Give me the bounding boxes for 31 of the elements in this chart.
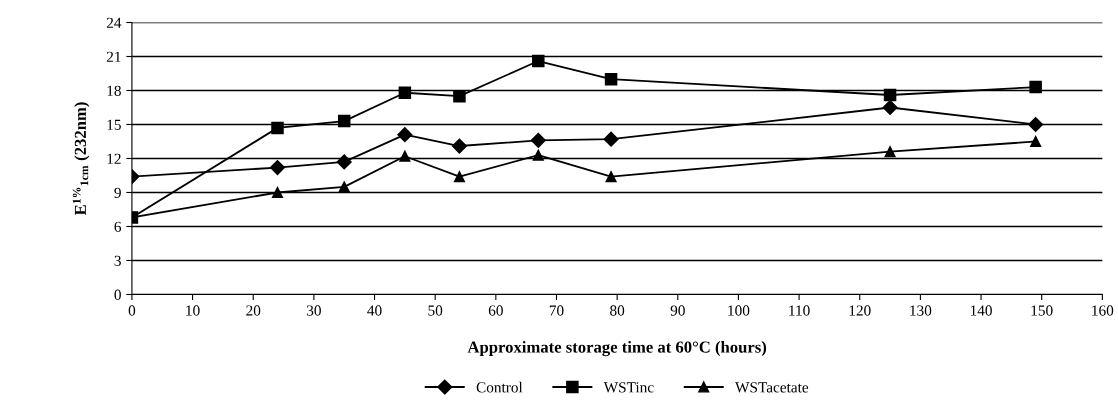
x-tick-label: 60 — [488, 305, 503, 316]
x-tick-label: 70 — [549, 305, 564, 316]
x-tick-label: 150 — [1031, 305, 1053, 316]
x-tick-label: 90 — [670, 305, 685, 316]
x-tick-label: 100 — [728, 305, 750, 316]
y-axis-title: E$^{1%}$$_{1cm}$ (232nm) — [72, 102, 90, 216]
y-tick-label: 15 — [107, 119, 121, 130]
x-axis-title: Approximate storage time at 60°C (hours) — [467, 340, 767, 357]
x-tick-label: 80 — [610, 305, 625, 316]
x-tick-label: 110 — [789, 305, 810, 316]
x-tick-label: 50 — [428, 305, 443, 316]
x-tick-label: 120 — [849, 305, 871, 316]
legend-label: Control — [476, 381, 523, 393]
x-tick-label: 40 — [367, 305, 382, 316]
x-tick-label: 140 — [970, 305, 992, 316]
x-tick-label: 130 — [910, 305, 932, 316]
y-tick-label: 6 — [114, 221, 122, 232]
x-tick-label: 30 — [306, 305, 321, 316]
x-tick-label: 160 — [1092, 305, 1114, 316]
y-tick-label: 9 — [114, 187, 121, 198]
x-tick-label: 10 — [186, 305, 200, 316]
y-tick-label: 0 — [114, 289, 121, 300]
legend-label: WSTacetate — [735, 382, 809, 393]
y-tick-label: 18 — [107, 85, 121, 96]
x-tick-label: 0 — [128, 305, 136, 316]
y-tick-label: 24 — [106, 17, 122, 28]
y-tick-label: 21 — [106, 51, 121, 62]
legend-label: WSTinc — [603, 382, 654, 393]
y-tick-label: 3 — [114, 255, 121, 266]
x-tick-label: 20 — [246, 305, 261, 316]
y-tick-label: 12 — [107, 153, 121, 164]
